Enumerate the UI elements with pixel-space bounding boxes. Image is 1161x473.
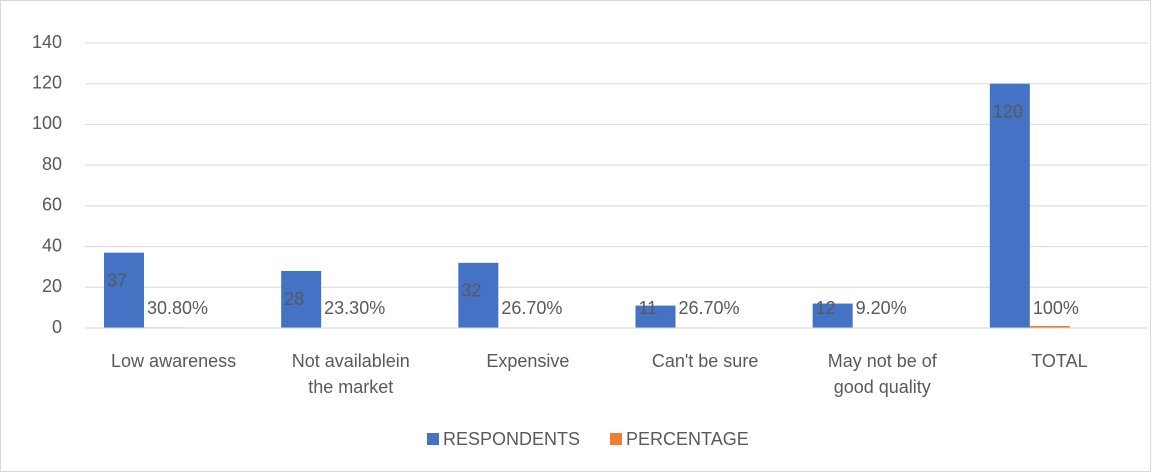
x-tick-label: May not be of good quality (828, 351, 938, 397)
data-label: 100% (1033, 298, 1079, 318)
bar (812, 303, 853, 328)
bar (281, 271, 322, 328)
data-label: 30.80% (147, 298, 208, 318)
data-label: 12 (816, 298, 836, 318)
y-tick-label: 80 (42, 154, 62, 174)
data-label: 32 (461, 281, 481, 301)
data-label: 28 (284, 289, 304, 309)
bar (1029, 325, 1070, 328)
y-tick-label: 60 (42, 195, 62, 215)
bar (104, 252, 144, 328)
x-tick-label: Low awareness (111, 351, 236, 371)
bar (989, 83, 1030, 328)
y-tick-label: 100 (32, 113, 62, 133)
legend-label: PERCENTAGE (626, 429, 749, 449)
y-tick-label: 140 (32, 32, 62, 52)
x-tick-label: TOTAL (1031, 351, 1087, 371)
x-tick-label: Expensive (486, 351, 569, 371)
data-label: 26.70% (679, 298, 740, 318)
y-tick-label: 20 (42, 276, 62, 296)
data-label: 9.20% (856, 298, 907, 318)
x-tick-label: Not availablein the market (292, 351, 410, 397)
y-tick-label: 40 (42, 235, 62, 255)
data-label: 26.70% (501, 298, 562, 318)
bar (458, 262, 499, 328)
data-label: 37 (107, 270, 127, 290)
y-tick-label: 120 (32, 72, 62, 92)
bar (635, 305, 676, 328)
data-label: 11 (639, 298, 658, 318)
legend-label: RESPONDENTS (443, 429, 580, 449)
x-tick-label: Can't be sure (652, 351, 759, 371)
data-label: 23.30% (324, 298, 385, 318)
y-tick-label: 0 (52, 317, 62, 337)
legend-swatch (610, 433, 623, 445)
legend-swatch (427, 433, 439, 445)
data-label: 120 (993, 101, 1023, 121)
